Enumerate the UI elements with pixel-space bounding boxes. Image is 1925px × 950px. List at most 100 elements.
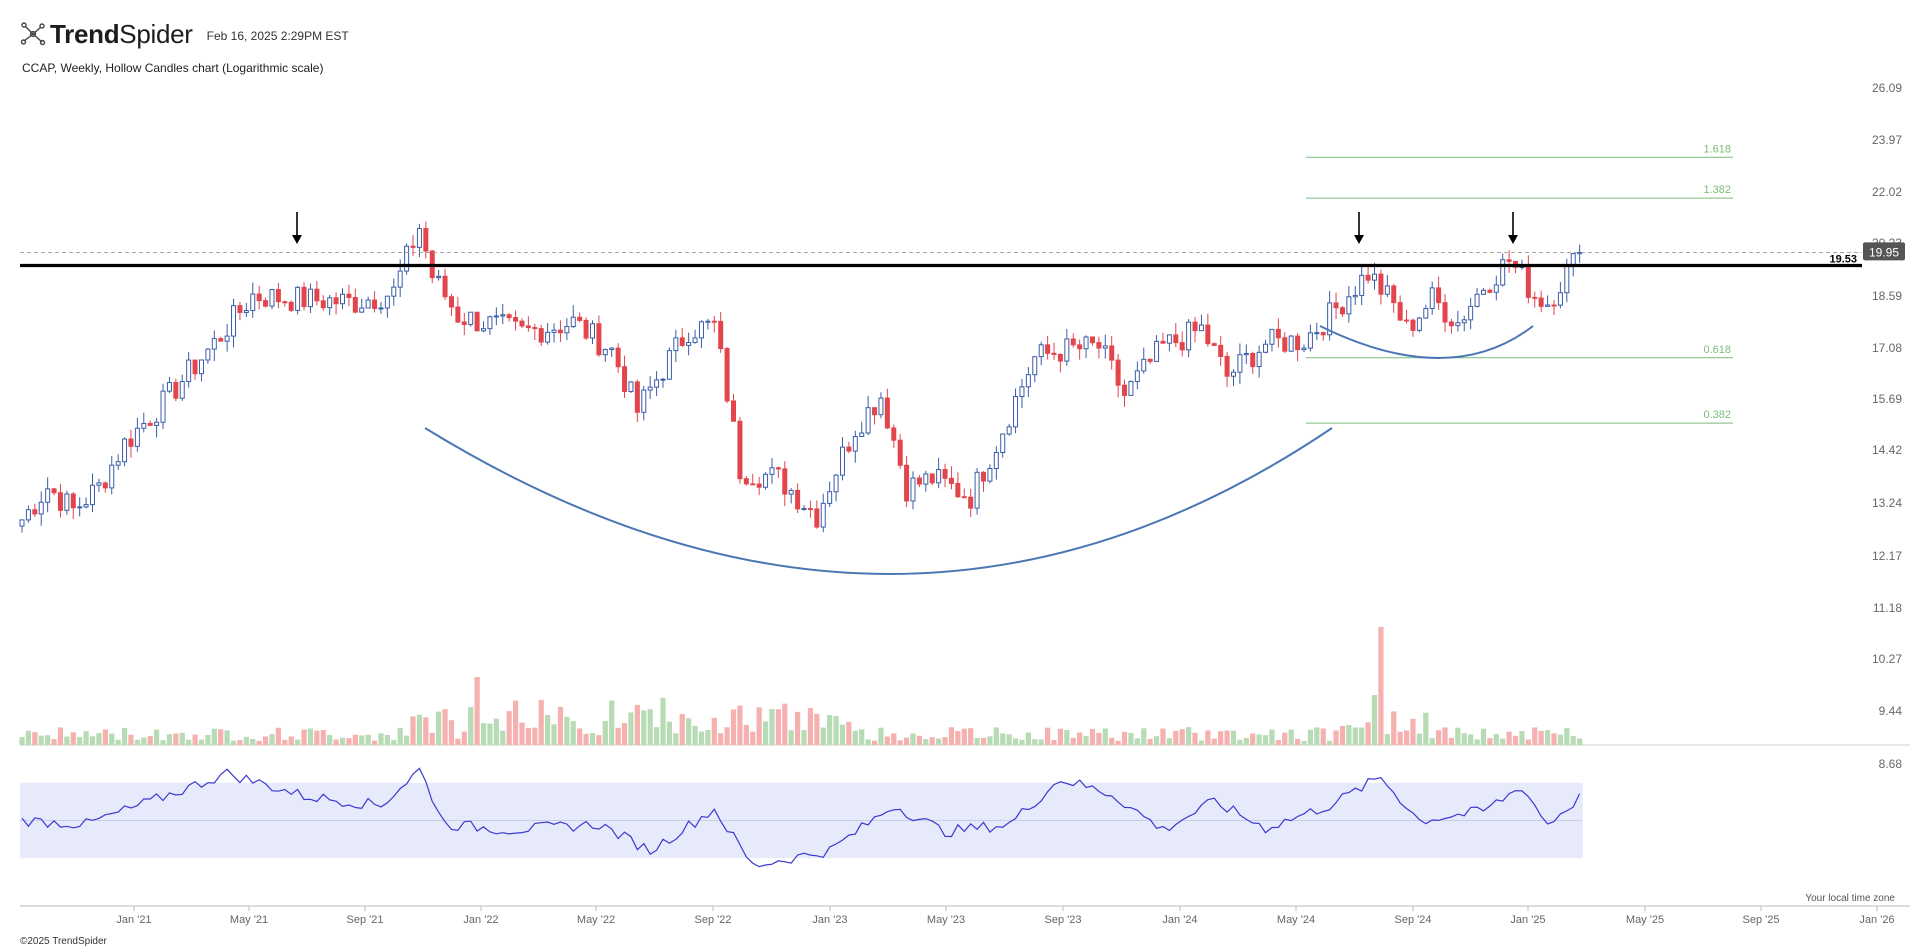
candle-body [1147, 358, 1153, 362]
candle-body [147, 422, 153, 426]
volume-bar [327, 734, 333, 745]
x-axis-tick-label: Sep '25 [1743, 914, 1780, 926]
volume-bar [1160, 728, 1166, 745]
candle-body [788, 489, 794, 495]
candle-body [609, 347, 615, 351]
candle-body [1551, 304, 1557, 307]
candle-body [724, 348, 730, 402]
candle-body [70, 493, 76, 509]
volume-bar [916, 735, 922, 745]
candle-body [583, 319, 589, 339]
volume-bar [320, 730, 326, 745]
volume-bar [109, 733, 115, 745]
volume-bar [980, 737, 987, 745]
volume-bar [968, 728, 974, 745]
volume-bar [961, 728, 967, 745]
volume-bar [1025, 732, 1031, 745]
cup-arc [424, 427, 1333, 575]
candle-body [320, 300, 326, 309]
candle-body [1173, 334, 1179, 344]
volume-bar [1557, 734, 1563, 745]
volume-bar [474, 677, 480, 745]
volume-bar [634, 704, 640, 745]
volume-bar [718, 733, 724, 745]
candle-body [1134, 370, 1140, 382]
volume-bar [147, 736, 153, 745]
candle-body [256, 293, 262, 302]
volume-bar [839, 724, 846, 745]
fib-level-label: 0.618 [1703, 344, 1731, 356]
volume-bar [1121, 731, 1128, 745]
volume-bar [1012, 738, 1019, 745]
volume-bar [557, 706, 564, 745]
volume-bar [1032, 739, 1038, 745]
x-axis-tick-label: Sep '24 [1395, 914, 1432, 926]
volume-bar [1307, 729, 1314, 745]
candle-body [186, 359, 192, 383]
candle-body [1320, 332, 1326, 336]
candle-body [173, 382, 179, 399]
candle-body [506, 314, 512, 319]
volume-bar [493, 718, 499, 745]
volume-bar [1134, 738, 1140, 745]
candle-body [243, 310, 249, 313]
volume-bar [186, 739, 192, 745]
candle-body [948, 477, 954, 484]
volume-bar [275, 727, 281, 745]
volume-bar [1346, 725, 1352, 745]
candle-body [1160, 340, 1166, 344]
candle-body [1205, 324, 1211, 345]
volume-bar [166, 734, 173, 745]
candle-body [77, 506, 83, 509]
candle-body [1295, 335, 1301, 351]
candle-body [961, 496, 967, 499]
volume-bar [423, 717, 429, 745]
volume-bar [686, 718, 692, 745]
candle-body [1102, 345, 1108, 349]
volume-bar [660, 697, 666, 745]
candle-body [1263, 343, 1269, 353]
trendspider-logo-icon [20, 22, 46, 46]
candle-body [160, 390, 166, 423]
volume-bar [1192, 732, 1198, 745]
candle-body [1057, 353, 1063, 362]
volume-bar [1487, 738, 1493, 745]
volume-bar [910, 733, 916, 745]
candle-body [660, 378, 666, 381]
volume-bar [378, 733, 384, 745]
volume-bar [762, 721, 769, 745]
volume-bar [653, 727, 660, 745]
volume-bar [1500, 738, 1506, 745]
volume-bar [1551, 733, 1557, 745]
rsi-line [21, 767, 1581, 868]
candle-body [1115, 359, 1121, 386]
volume-bar [679, 713, 685, 745]
volume-bar [1166, 738, 1172, 745]
volume-bar [96, 733, 102, 745]
volume-bar [269, 734, 275, 745]
brand-name: TrendSpider [50, 18, 193, 49]
volume-bar [891, 733, 897, 745]
y-axis-tick-label: 18.59 [1872, 289, 1902, 303]
volume-bar [628, 712, 634, 745]
volume-bar [1442, 727, 1448, 745]
x-axis-tick-label: Jan '24 [1162, 914, 1197, 926]
candle-body [442, 275, 448, 298]
volume-bar [814, 713, 820, 745]
candle-body [1455, 322, 1461, 327]
candle-body [679, 337, 685, 346]
candle-body [698, 321, 704, 339]
volume-bar [1288, 729, 1294, 745]
volume-bar [923, 739, 929, 745]
candle-body [410, 245, 416, 248]
candle-body [301, 286, 307, 308]
volume-bar [1436, 730, 1442, 745]
volume-bar [436, 711, 442, 745]
candle-body [423, 228, 429, 252]
candle-body [596, 323, 602, 356]
candle-body [275, 289, 281, 303]
volume-bar [724, 727, 730, 745]
candle-body [801, 508, 807, 511]
candle-body [929, 473, 935, 484]
